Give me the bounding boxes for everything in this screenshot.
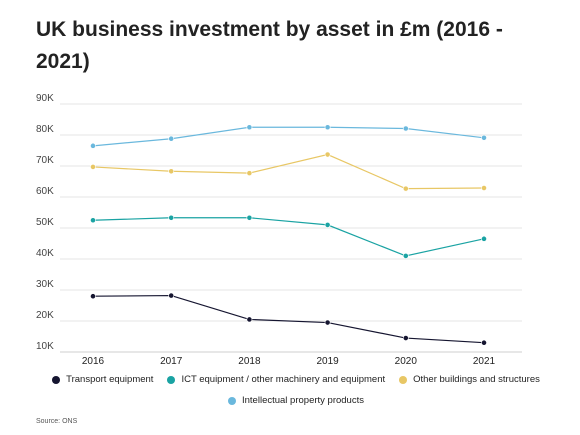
legend-swatch xyxy=(167,375,176,384)
data-point xyxy=(168,135,175,142)
legend-swatch xyxy=(52,375,61,384)
y-tick-label: 20K xyxy=(36,310,54,321)
y-tick-label: 40K xyxy=(36,248,54,259)
legend-swatch xyxy=(399,375,408,384)
series-line xyxy=(92,294,485,344)
legend-label: Transport equipment xyxy=(66,374,154,385)
y-tick-label: 50K xyxy=(36,217,54,228)
data-point xyxy=(402,335,409,341)
legend-item: Transport equipment xyxy=(52,374,153,385)
data-point xyxy=(168,214,175,221)
legend: Transport equipment ICT equipment / other… xyxy=(36,374,556,416)
data-point xyxy=(246,214,253,221)
y-axis-ticks: 10K 20K 30K 40K 50K 60K 70K 80K 90K xyxy=(36,93,54,352)
series-line xyxy=(92,217,485,257)
data-point xyxy=(402,185,409,192)
x-axis-ticks: 2016 2017 2018 2019 2020 2021 xyxy=(82,356,496,367)
data-point xyxy=(481,339,487,346)
data-point xyxy=(481,134,487,141)
data-point xyxy=(90,293,96,300)
data-point xyxy=(168,168,175,175)
data-point xyxy=(246,316,253,323)
chart-title: UK business investment by asset in £m (2… xyxy=(36,18,503,73)
data-point xyxy=(246,170,253,177)
x-tick-label: 2020 xyxy=(395,356,418,367)
data-point xyxy=(481,235,487,242)
x-tick-label: 2018 xyxy=(238,356,261,367)
legend-item: Other buildings and structures xyxy=(399,374,540,385)
data-point xyxy=(324,124,331,131)
data-point xyxy=(324,221,331,228)
x-tick-label: 2017 xyxy=(160,356,183,367)
data-point xyxy=(481,185,487,191)
series-group xyxy=(90,124,487,346)
legend-swatch xyxy=(228,396,236,405)
data-point xyxy=(402,252,409,259)
gridlines xyxy=(60,103,522,353)
y-tick-label: 70K xyxy=(36,155,54,166)
x-tick-label: 2019 xyxy=(316,356,339,367)
y-tick-label: 10K xyxy=(36,341,54,352)
data-point xyxy=(168,292,175,299)
x-tick-label: 2021 xyxy=(473,356,496,367)
y-tick-label: 90K xyxy=(36,93,54,104)
legend-row: Transport equipment ICT equipment / other… xyxy=(36,374,556,385)
data-point xyxy=(324,319,331,326)
data-point xyxy=(90,164,96,170)
data-point xyxy=(246,124,253,131)
legend-label: Intellectual property products xyxy=(242,395,364,406)
legend-item: ICT equipment / other machinery and equi… xyxy=(167,374,385,385)
series-line xyxy=(92,126,485,147)
x-tick-label: 2016 xyxy=(82,356,105,367)
source-note: Source: ONS xyxy=(36,418,78,425)
y-tick-label: 30K xyxy=(36,279,54,290)
data-point xyxy=(90,217,96,224)
data-point xyxy=(402,125,409,132)
legend-label: ICT equipment / other machinery and equi… xyxy=(181,374,386,385)
series-line xyxy=(92,153,485,190)
y-tick-label: 60K xyxy=(36,186,54,197)
y-tick-label: 80K xyxy=(36,124,54,135)
data-point xyxy=(90,142,96,149)
data-point xyxy=(324,151,331,158)
legend-label: Other buildings and structures xyxy=(413,374,540,385)
legend-row: Intellectual property products xyxy=(36,395,556,406)
legend-item: Intellectual property products xyxy=(228,395,364,406)
